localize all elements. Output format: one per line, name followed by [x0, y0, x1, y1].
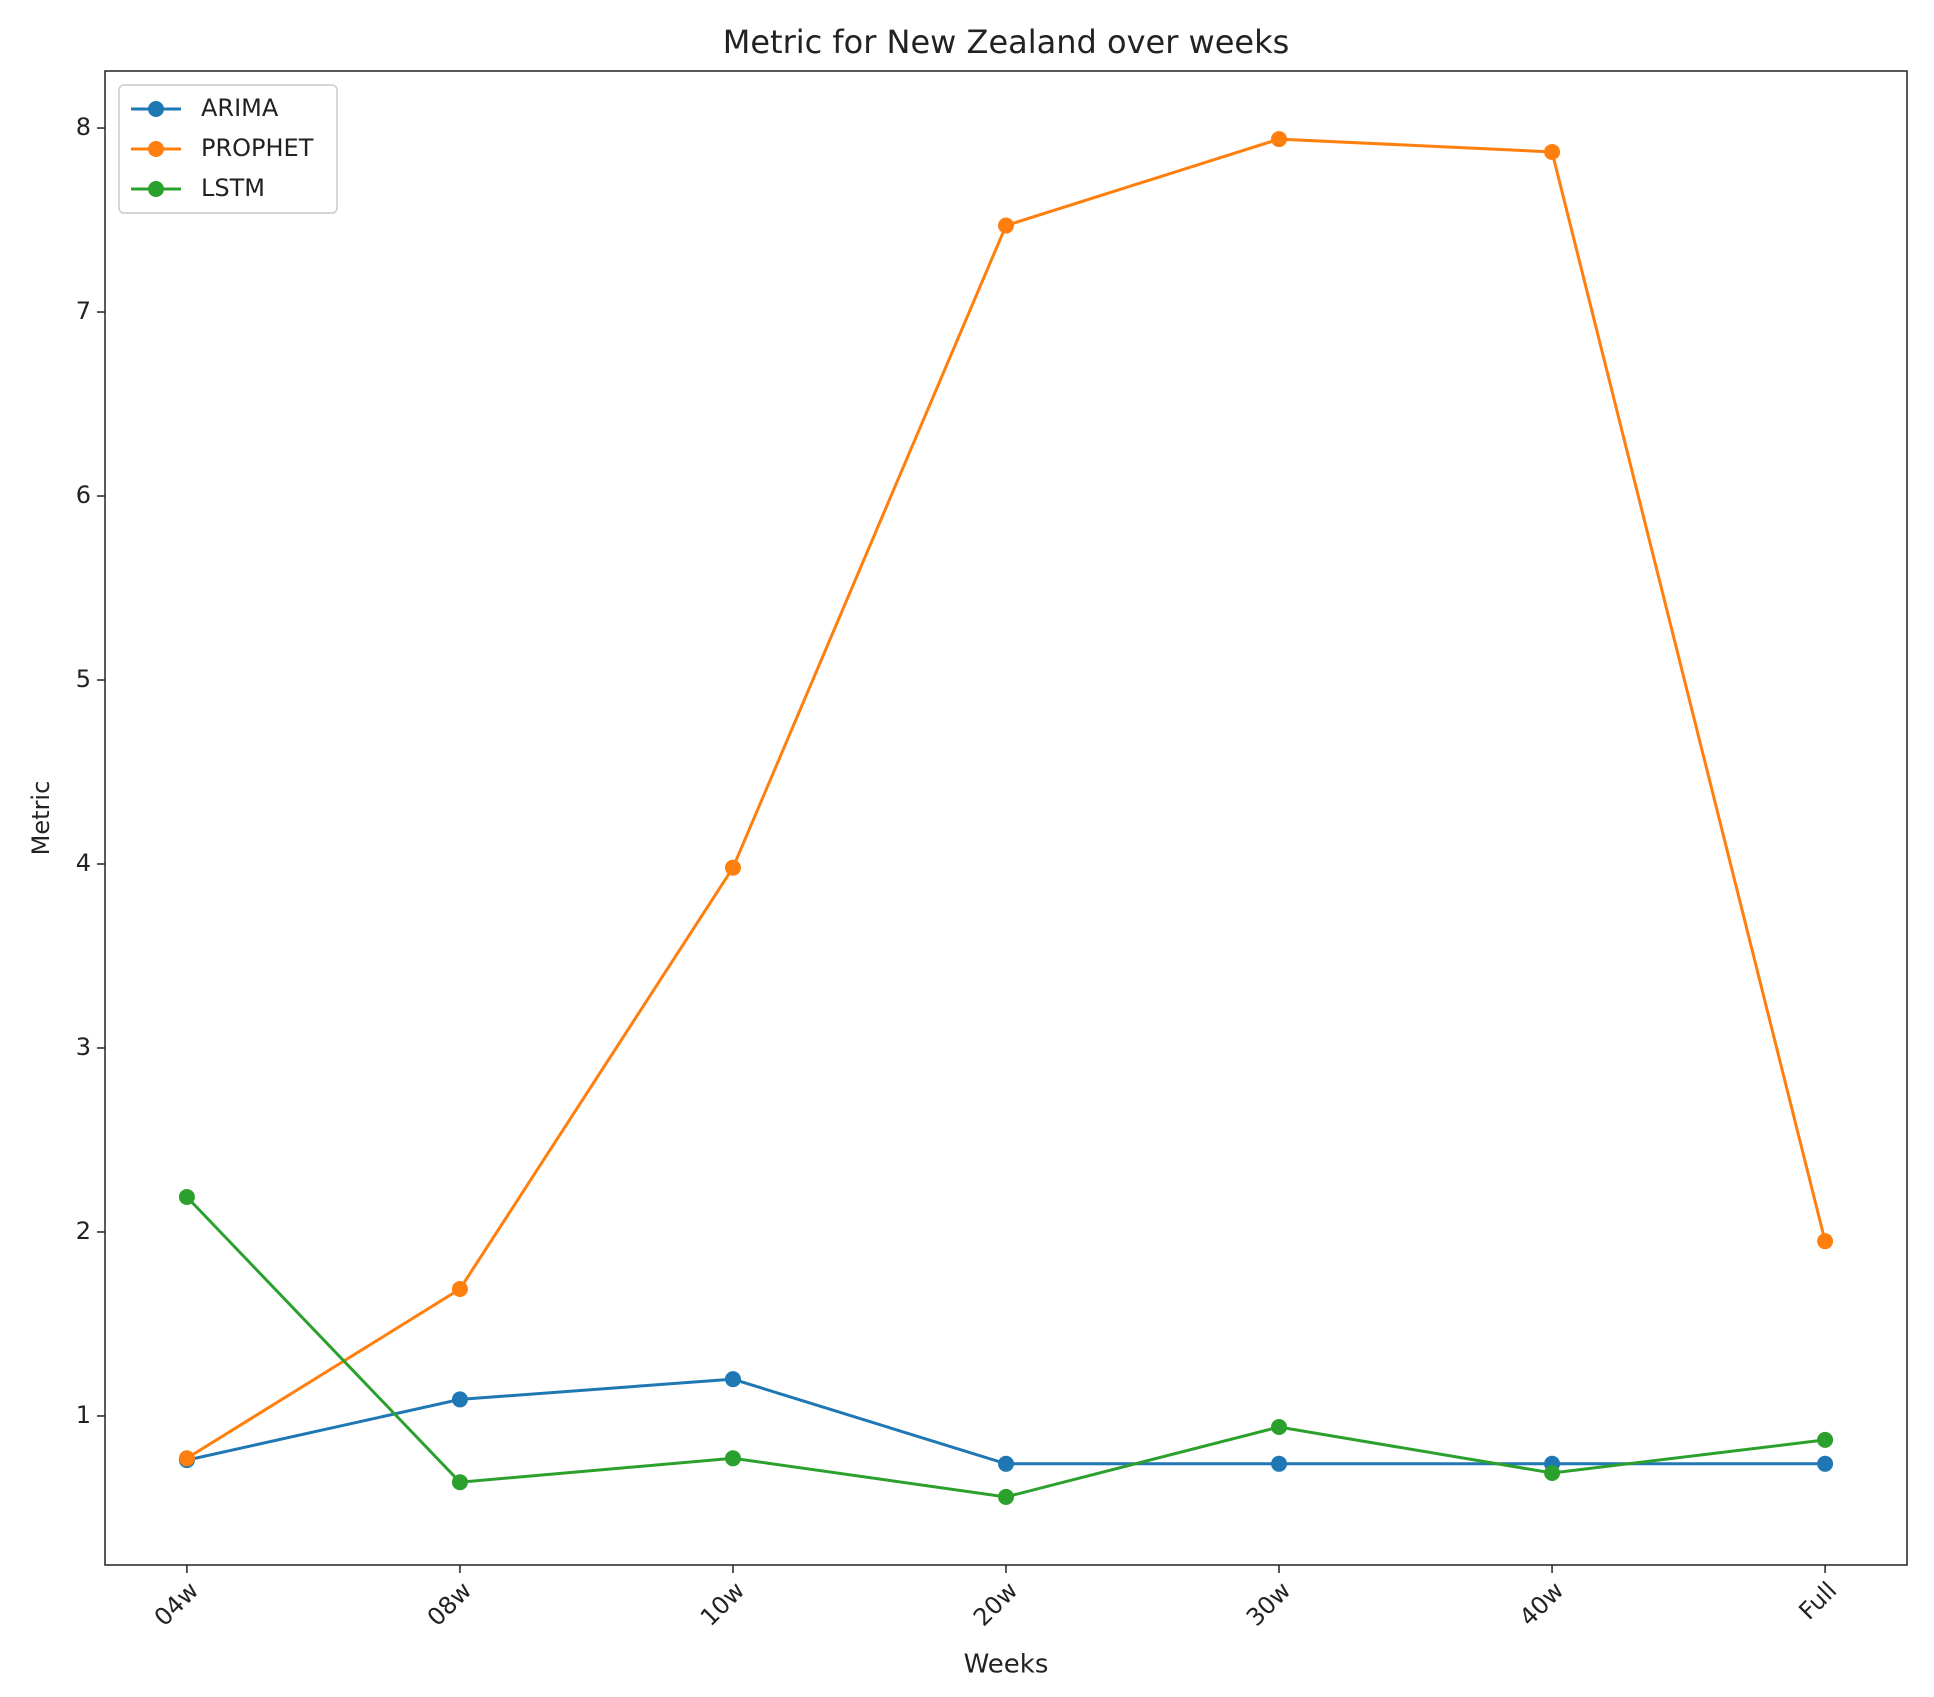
y-tick-label: 1 [76, 1401, 91, 1429]
series-line [186, 137, 1827, 1460]
point [451, 1391, 468, 1408]
point [724, 1371, 741, 1388]
point [998, 217, 1014, 234]
legend-label: PROPHET [201, 134, 314, 162]
point [178, 1189, 195, 1206]
point [1544, 1465, 1561, 1482]
x-axis-label: Weeks [964, 1650, 1049, 1680]
y-tick-label: 5 [76, 665, 91, 693]
point [1544, 143, 1561, 160]
x-tick-label: 08w [422, 1576, 477, 1631]
point [724, 859, 741, 876]
y-tick-label: 2 [76, 1217, 91, 1245]
y-tick-label: 6 [76, 481, 91, 509]
x-tick-label: 04w [149, 1576, 204, 1631]
point [1271, 1455, 1288, 1472]
x-tick-label: 10w [695, 1576, 750, 1631]
point [451, 1474, 468, 1491]
y-tick-label: 8 [76, 113, 91, 141]
point [451, 1281, 468, 1298]
series-line [186, 1377, 1826, 1466]
y-axis-label: Metric [27, 781, 55, 856]
point [1817, 1431, 1834, 1448]
legend-label: LSTM [201, 174, 265, 202]
point [1817, 1233, 1834, 1250]
point [724, 1450, 741, 1467]
point [178, 1450, 195, 1467]
point [998, 1488, 1014, 1505]
chart-title: Metric for New Zealand over weeks [723, 23, 1290, 61]
x-tick-label: Full [1793, 1576, 1842, 1625]
x-tick-label: 20w [968, 1576, 1023, 1631]
y-tick-label: 7 [76, 297, 91, 325]
point [1271, 1419, 1288, 1436]
legend-marker [148, 141, 164, 157]
x-tick-label: 30w [1241, 1576, 1296, 1631]
point [1817, 1455, 1834, 1472]
plot-frame [104, 70, 1908, 1566]
legend-marker [148, 181, 164, 197]
point [1271, 131, 1288, 148]
series-line [185, 1195, 1826, 1499]
x-tick-label: 40w [1514, 1576, 1569, 1631]
legend-box [118, 84, 338, 214]
point [998, 1455, 1014, 1472]
y-tick-label: 3 [76, 1033, 91, 1061]
legend-marker [148, 101, 164, 117]
legend-label: ARIMA [201, 94, 279, 122]
y-tick-label: 4 [76, 849, 91, 877]
